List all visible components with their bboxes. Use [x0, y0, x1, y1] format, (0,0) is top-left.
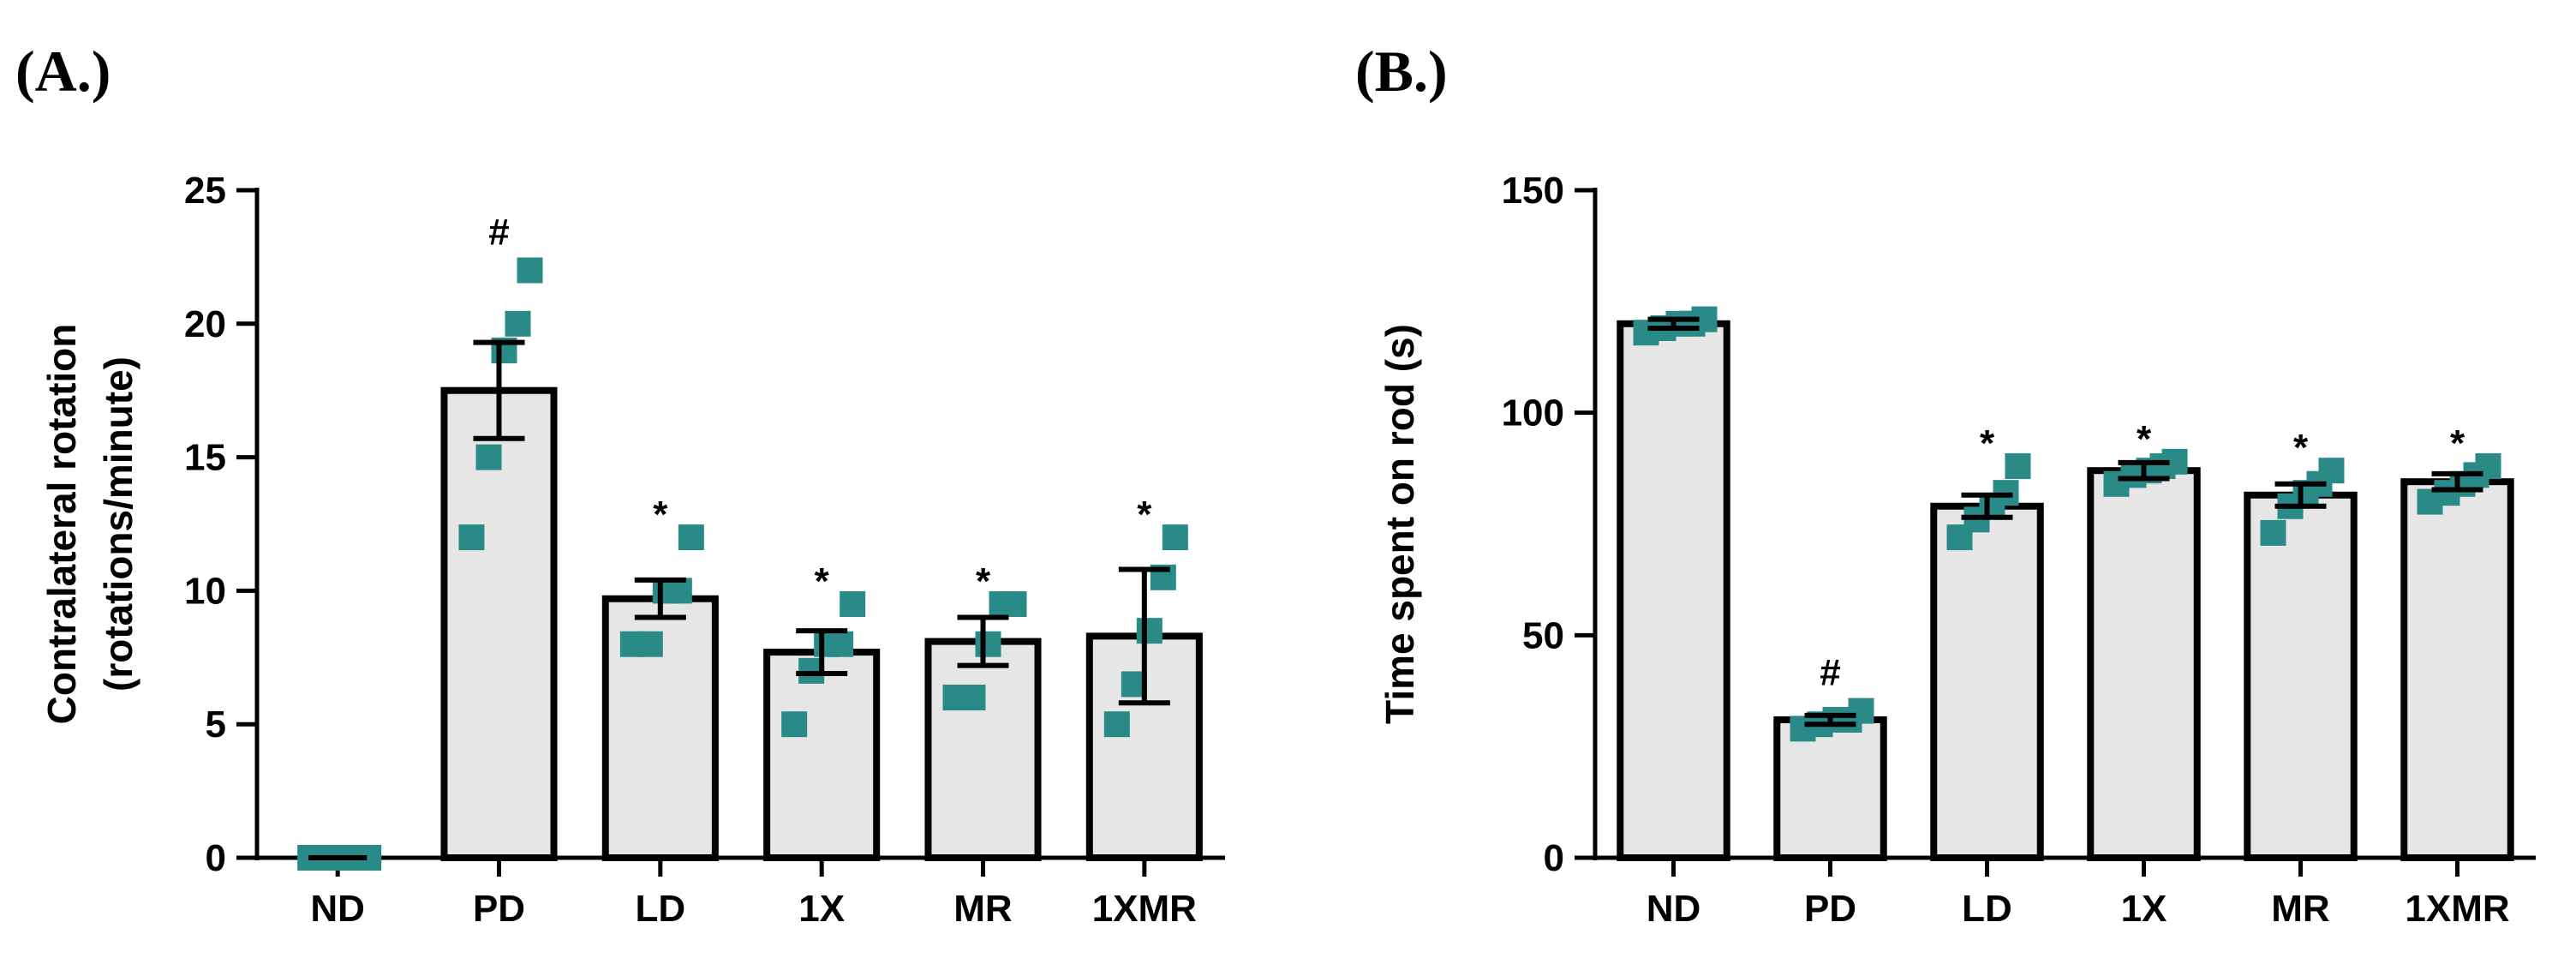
data-point: [2260, 519, 2286, 546]
y-tick-label: 20: [184, 303, 226, 345]
bar-ld: [1930, 502, 2044, 862]
x-tick-label: MR: [2271, 888, 2329, 930]
data-point: [1848, 698, 1874, 724]
x-tick-label: 1X: [798, 888, 845, 930]
y-tick-label: 150: [1502, 170, 1564, 212]
significance-hash: #: [488, 211, 509, 253]
data-point: [975, 631, 1001, 657]
data-point: [1136, 618, 1162, 644]
data-point: [828, 631, 854, 657]
x-tick-label: PD: [473, 888, 525, 930]
bar-nd: [1617, 320, 1730, 861]
bar-mr: [2244, 491, 2358, 861]
x-tick-label: LD: [1962, 888, 2012, 930]
significance-star: *: [1137, 494, 1152, 536]
data-point: [458, 524, 485, 551]
data-point: [781, 711, 808, 738]
significance-star: *: [1980, 422, 1995, 464]
significance-star: *: [2293, 427, 2309, 469]
x-tick-label: MR: [953, 888, 1012, 930]
data-point: [1162, 524, 1188, 551]
data-point: [1001, 590, 1027, 617]
data-point: [1103, 711, 1130, 738]
y-axis-title: (rotations/minute): [96, 356, 140, 692]
x-tick-label: 1XMR: [1092, 888, 1197, 930]
significance-star: *: [653, 494, 668, 536]
bar-1x: [2087, 467, 2201, 861]
y-tick-label: 0: [206, 837, 226, 879]
data-point: [505, 310, 531, 337]
x-tick-label: ND: [310, 888, 365, 930]
x-tick-label: 1X: [2121, 888, 2167, 930]
data-point: [840, 590, 866, 617]
chart-panel-b: (B.) Time spent on rod (s) 0 50 100 150 ND PD # L…: [1355, 39, 2536, 930]
y-tick-label: 10: [184, 570, 226, 612]
data-point: [2318, 458, 2345, 484]
y-tick-label: 50: [1522, 614, 1564, 656]
x-tick-label: LD: [636, 888, 686, 930]
data-point: [637, 631, 663, 657]
significance-star: *: [2137, 418, 2152, 460]
data-point: [678, 524, 704, 551]
y-tick-label: 25: [184, 170, 226, 212]
significance-star: *: [815, 560, 830, 602]
bar-1xmr: [2400, 478, 2514, 861]
y-tick-label: 100: [1502, 392, 1564, 434]
panel-label: (A.): [15, 39, 111, 104]
x-tick-label: ND: [1647, 888, 1701, 930]
y-tick-label: 0: [1544, 837, 1564, 879]
y-tick-label: 5: [206, 704, 226, 745]
y-tick-label: 15: [184, 437, 226, 479]
data-point: [517, 257, 543, 284]
chart-panel-a: (A.) Contralateral rotation (rotations/min…: [15, 39, 1225, 930]
data-point: [2005, 452, 2031, 479]
x-tick-label: PD: [1804, 888, 1856, 930]
y-axis-title: Contralateral rotation: [39, 324, 84, 725]
data-point: [475, 444, 502, 470]
panel-label: (B.): [1355, 39, 1448, 104]
significance-hash: #: [1820, 652, 1840, 694]
significance-star: *: [976, 560, 991, 602]
data-point: [959, 685, 986, 711]
y-axis-title: Time spent on rod (s): [1378, 324, 1422, 724]
x-tick-label: 1XMR: [2405, 888, 2509, 930]
bar-mr: [924, 638, 1042, 861]
significance-star: *: [2450, 422, 2465, 464]
